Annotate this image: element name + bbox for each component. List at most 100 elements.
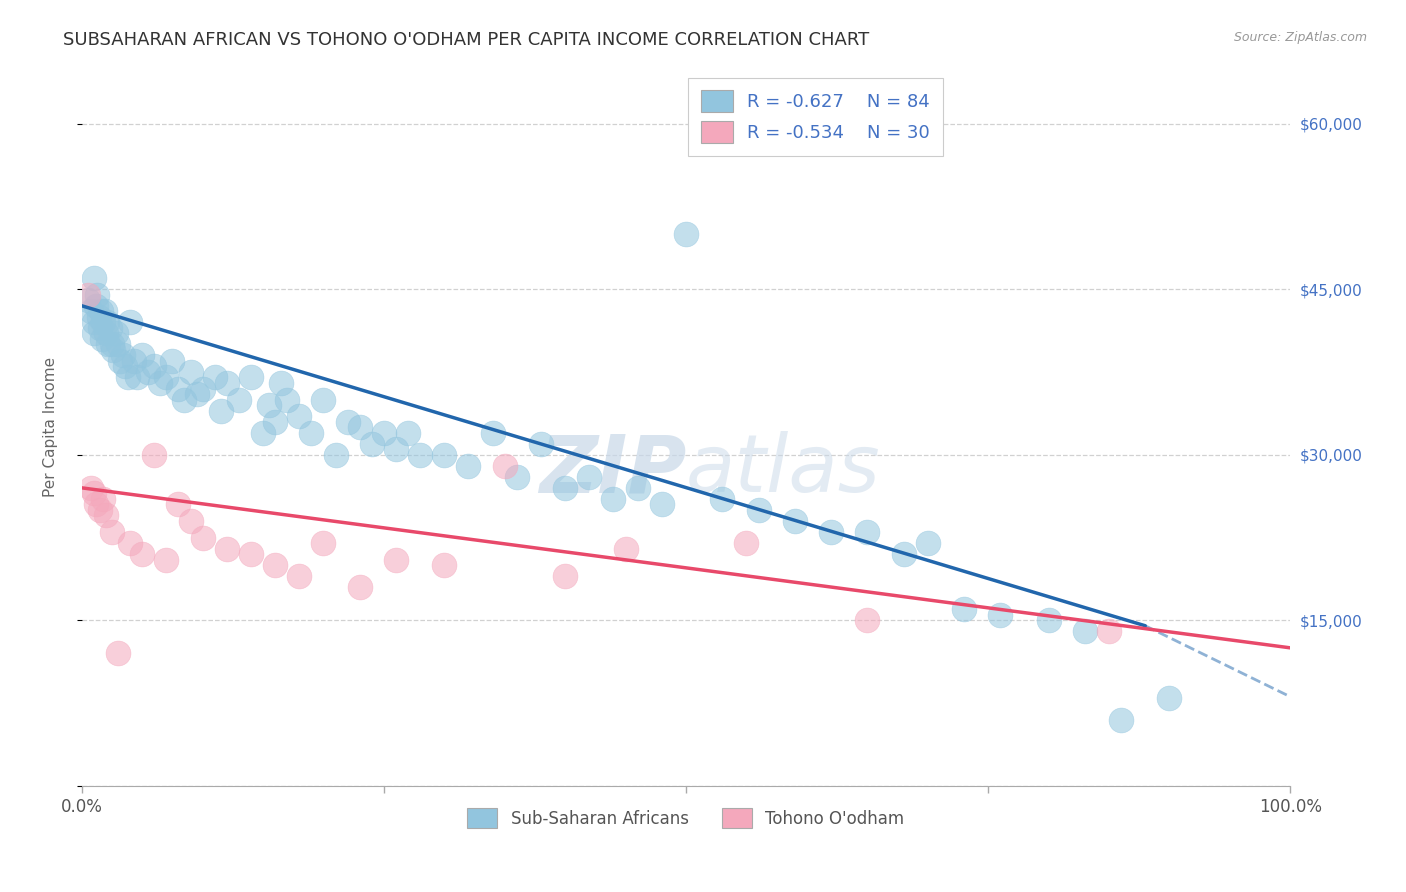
Point: [554, 569, 576, 583]
Point: [252, 425, 274, 440]
Point: [94, 326, 117, 341]
Point: [155, 370, 177, 384]
Point: [84, 497, 107, 511]
Point: [409, 448, 432, 462]
Point: [349, 420, 371, 434]
Point: [675, 227, 697, 241]
Point: [83, 486, 105, 500]
Point: [149, 376, 172, 390]
Point: [325, 448, 347, 462]
Point: [1038, 613, 1060, 627]
Point: [186, 387, 208, 401]
Point: [83, 326, 105, 341]
Point: [143, 359, 166, 374]
Point: [614, 541, 637, 556]
Y-axis label: Per Capita Income: Per Capita Income: [44, 357, 58, 497]
Point: [385, 442, 408, 457]
Point: [215, 541, 238, 556]
Text: Source: ZipAtlas.com: Source: ZipAtlas.com: [1233, 31, 1367, 45]
Point: [1098, 624, 1121, 639]
Point: [257, 398, 280, 412]
Point: [530, 436, 553, 450]
Point: [893, 547, 915, 561]
Point: [396, 425, 419, 440]
Point: [107, 337, 129, 351]
Point: [288, 409, 311, 424]
Point: [98, 321, 121, 335]
Point: [93, 491, 115, 506]
Point: [131, 348, 153, 362]
Point: [89, 321, 111, 335]
Point: [155, 552, 177, 566]
Text: atlas: atlas: [686, 431, 880, 509]
Point: [1109, 713, 1132, 727]
Point: [83, 271, 105, 285]
Point: [162, 354, 184, 368]
Point: [264, 558, 287, 573]
Point: [457, 458, 479, 473]
Point: [360, 436, 382, 450]
Point: [86, 287, 108, 301]
Legend: Sub-Saharan Africans, Tohono O'odham: Sub-Saharan Africans, Tohono O'odham: [461, 801, 911, 835]
Point: [735, 536, 758, 550]
Point: [131, 547, 153, 561]
Point: [104, 326, 127, 341]
Point: [953, 602, 976, 616]
Point: [312, 392, 335, 407]
Point: [288, 569, 311, 583]
Point: [111, 348, 134, 362]
Point: [191, 531, 214, 545]
Point: [173, 392, 195, 407]
Point: [856, 613, 879, 627]
Point: [554, 481, 576, 495]
Point: [276, 392, 298, 407]
Point: [93, 315, 115, 329]
Point: [96, 315, 118, 329]
Point: [167, 497, 190, 511]
Point: [299, 425, 322, 440]
Point: [76, 287, 98, 301]
Point: [90, 304, 112, 318]
Point: [264, 415, 287, 429]
Point: [494, 458, 516, 473]
Point: [204, 370, 226, 384]
Point: [215, 376, 238, 390]
Point: [76, 293, 98, 308]
Point: [179, 514, 201, 528]
Point: [122, 354, 145, 368]
Point: [93, 304, 115, 318]
Point: [120, 315, 142, 329]
Point: [239, 547, 262, 561]
Point: [84, 299, 107, 313]
Point: [228, 392, 250, 407]
Point: [101, 524, 124, 539]
Point: [97, 337, 120, 351]
Point: [856, 524, 879, 539]
Point: [312, 536, 335, 550]
Point: [143, 448, 166, 462]
Point: [91, 332, 114, 346]
Point: [627, 481, 650, 495]
Point: [89, 503, 111, 517]
Point: [209, 403, 232, 417]
Point: [80, 481, 103, 495]
Point: [80, 304, 103, 318]
Point: [433, 558, 456, 573]
Point: [167, 382, 190, 396]
Point: [917, 536, 939, 550]
Point: [101, 343, 124, 357]
Point: [94, 508, 117, 523]
Point: [1159, 690, 1181, 705]
Point: [270, 376, 292, 390]
Text: ZIP: ZIP: [538, 431, 686, 509]
Point: [87, 310, 110, 324]
Point: [136, 365, 159, 379]
Point: [349, 580, 371, 594]
Point: [578, 470, 600, 484]
Point: [83, 315, 105, 329]
Point: [114, 359, 136, 374]
Point: [191, 382, 214, 396]
Point: [117, 370, 139, 384]
Point: [373, 425, 395, 440]
Point: [107, 646, 129, 660]
